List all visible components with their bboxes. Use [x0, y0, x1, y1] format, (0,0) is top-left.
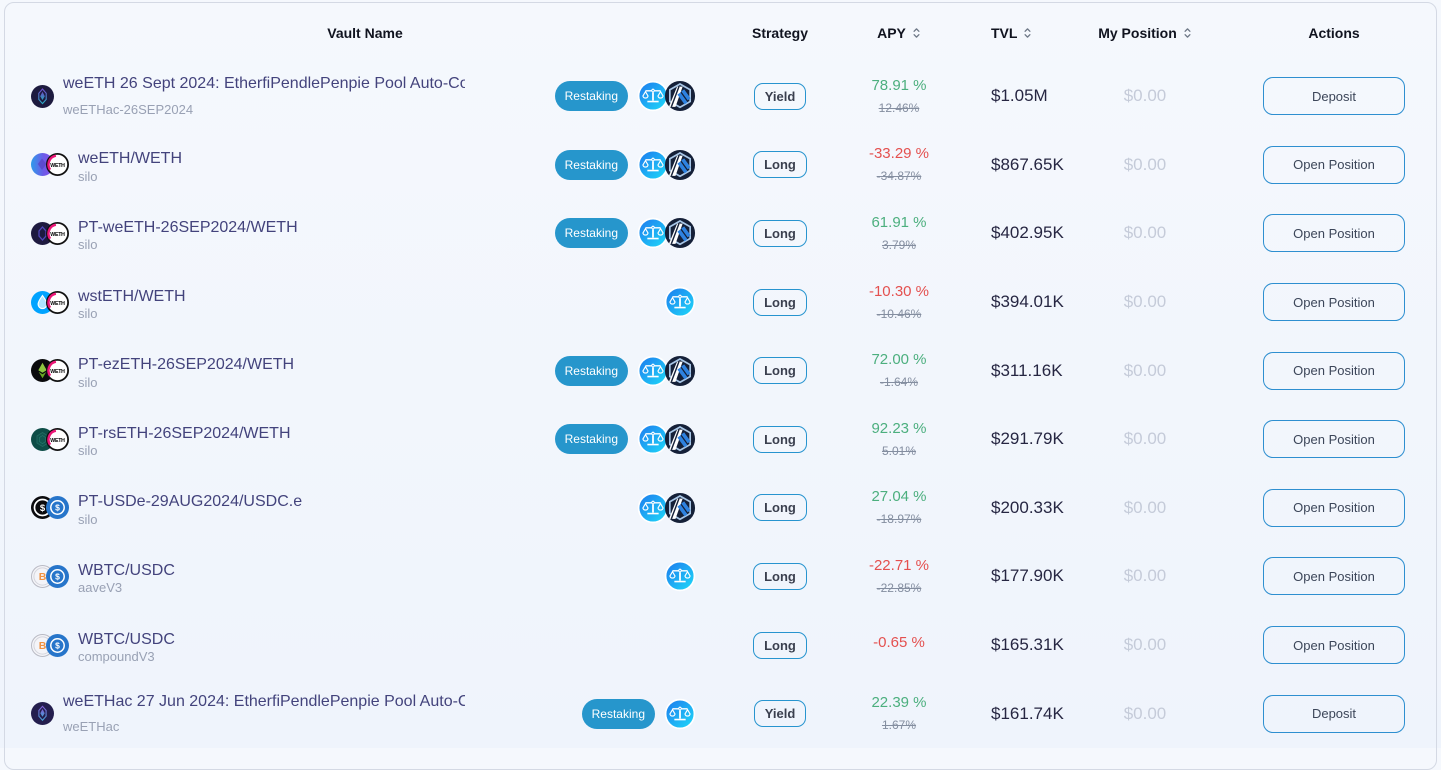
svg-text:WETH: WETH	[50, 369, 65, 375]
svg-text:$: $	[40, 503, 46, 514]
svg-text:$: $	[55, 572, 60, 582]
svg-text:WETH: WETH	[50, 300, 65, 306]
svg-text:$: $	[55, 503, 60, 513]
svg-text:B: B	[39, 571, 47, 583]
svg-text:WETH: WETH	[50, 232, 65, 238]
svg-text:B: B	[39, 640, 47, 652]
svg-text:WETH: WETH	[50, 438, 65, 444]
svg-text:$: $	[55, 640, 60, 650]
svg-text:WETH: WETH	[50, 163, 65, 169]
